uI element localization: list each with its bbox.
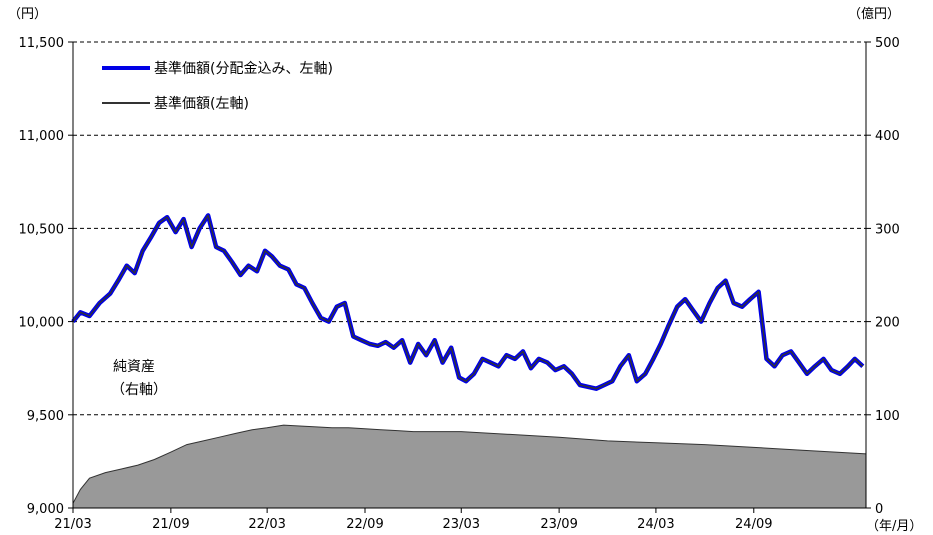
left-tick-label: 11,000 [19, 129, 65, 144]
x-tick-label: 21/03 [54, 517, 91, 532]
left-tick-label: 9,000 [27, 502, 64, 517]
net-assets-area-fill [72, 424, 867, 509]
left-tick-label: 10,500 [19, 222, 65, 237]
legend-label-with-dividends: 基準価額(分配金込み、左軸) [154, 60, 333, 77]
right-tick-label: 200 [875, 316, 900, 331]
x-tick-label: 24/09 [735, 517, 772, 532]
left-tick-label: 11,500 [19, 36, 65, 51]
right-tick-label: 500 [875, 36, 900, 51]
x-tick-labels: 21/03 21/09 22/03 22/09 23/03 23/09 24/03 24/09 [54, 508, 773, 532]
axes [72, 42, 867, 509]
left-tick-label: 10,000 [19, 316, 65, 331]
legend-label-nav: 基準価額(左軸) [154, 95, 249, 112]
x-tick-label: 23/09 [540, 517, 577, 532]
x-tick-label: 21/09 [152, 517, 189, 532]
x-tick-label: 24/03 [637, 517, 674, 532]
net-assets-axis-note: （右軸） [111, 382, 167, 398]
net-assets-label: 純資産 [113, 359, 155, 375]
x-tick-label: 22/03 [248, 517, 285, 532]
right-tick-label: 0 [875, 502, 883, 517]
net-assets-area [72, 424, 867, 509]
right-tick-label: 400 [875, 129, 900, 144]
left-axis-unit: （円） [8, 7, 47, 22]
x-tick-label: 22/09 [346, 517, 383, 532]
right-tick-labels: 0 100 200 300 400 500 [866, 36, 900, 517]
left-tick-labels: 9,000 9,500 10,000 10,500 11,000 11,500 [19, 36, 73, 517]
x-tick-label: 23/03 [443, 517, 480, 532]
right-tick-label: 100 [875, 409, 900, 424]
right-tick-label: 300 [875, 222, 900, 237]
price-lines [71, 213, 865, 391]
legend: 基準価額(分配金込み、左軸) 基準価額(左軸) [102, 60, 333, 112]
series-line-nav [72, 214, 864, 390]
left-tick-label: 9,500 [27, 409, 64, 424]
grid-lines [73, 41, 866, 416]
x-axis-unit: （年/月） [866, 519, 922, 534]
series-line-with-dividends [71, 213, 865, 391]
right-axis-unit: （億円） [848, 6, 900, 22]
